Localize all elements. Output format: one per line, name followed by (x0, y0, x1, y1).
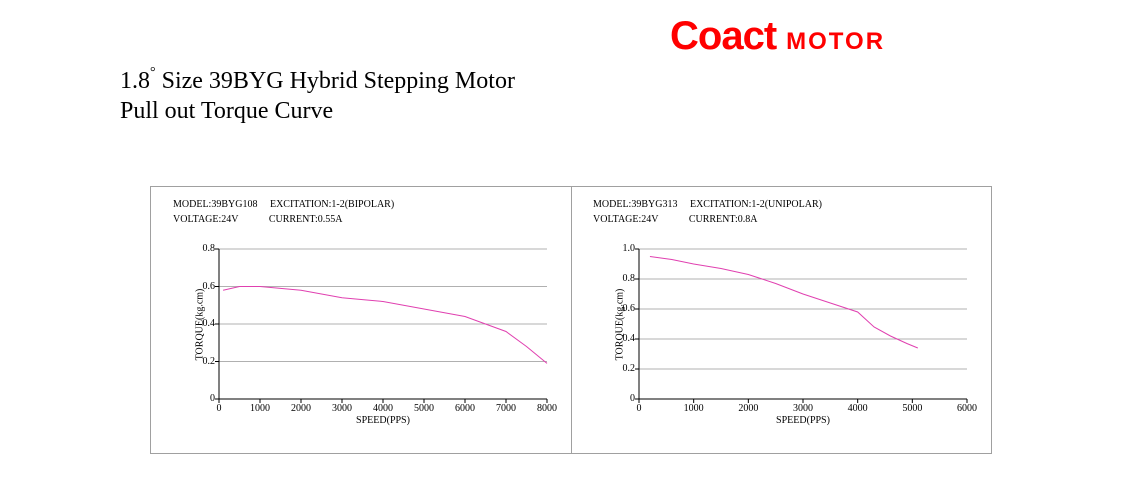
x-tick-label: 6000 (957, 403, 977, 414)
title-line1-rest: Size 39BYG Hybrid Stepping Motor (156, 68, 515, 94)
meta-excitation-label: EXCITATION: (690, 199, 751, 210)
meta-model-label: MODEL: (173, 199, 211, 210)
meta-voltage-value: 24V (641, 214, 658, 225)
title-degree-value: 1.8 (120, 68, 150, 94)
page-title: 1.8° Size 39BYG Hybrid Stepping Motor Pu… (120, 66, 515, 126)
charts-frame: MODEL:39BYG108 EXCITATION:1-2(BIPOLAR) V… (150, 186, 992, 454)
x-tick-label: 4000 (848, 403, 868, 414)
chart-panel-39byg313: MODEL:39BYG313 EXCITATION:1-2(UNIPOLAR) … (571, 187, 991, 453)
x-tick-label: 7000 (496, 403, 516, 414)
meta-current-value: 0.8A (738, 214, 758, 225)
meta-voltage-label: VOLTAGE: (593, 214, 641, 225)
meta-voltage-value: 24V (221, 214, 238, 225)
meta-voltage-label: VOLTAGE: (173, 214, 221, 225)
brand-sub-text: MOTOR (786, 28, 885, 55)
meta-excitation-value: 1-2(UNIPOLAR) (751, 199, 822, 210)
chart-meta-left: MODEL:39BYG108 EXCITATION:1-2(BIPOLAR) V… (173, 197, 394, 227)
brand-logo: Coact MOTOR (670, 14, 885, 59)
meta-model-value: 39BYG313 (631, 199, 677, 210)
x-tick-label: 2000 (738, 403, 758, 414)
x-tick-label: 5000 (414, 403, 434, 414)
torque-curve-plot-right (639, 249, 967, 399)
x-tick-label: 1000 (684, 403, 704, 414)
y-tick-label: 0 (193, 393, 215, 404)
x-tick-label: 1000 (250, 403, 270, 414)
y-tick-label: 0.8 (193, 243, 215, 254)
y-tick-label: 0.8 (613, 273, 635, 284)
x-axis-label-left: SPEED(PPS) (219, 415, 547, 426)
title-line2: Pull out Torque Curve (120, 98, 333, 124)
meta-excitation-label: EXCITATION: (270, 199, 331, 210)
x-tick-label: 0 (637, 403, 642, 414)
brand-main-text: Coact (670, 14, 776, 58)
meta-current-label: CURRENT: (269, 214, 318, 225)
y-axis-label-right: TORQUE(kg.cm) (613, 249, 627, 399)
torque-curve-plot-left (219, 249, 547, 399)
meta-model-value: 39BYG108 (211, 199, 257, 210)
x-tick-label: 3000 (793, 403, 813, 414)
x-tick-label: 2000 (291, 403, 311, 414)
x-tick-label: 6000 (455, 403, 475, 414)
x-axis-label-right: SPEED(PPS) (639, 415, 967, 426)
x-tick-label: 4000 (373, 403, 393, 414)
y-tick-label: 0.6 (613, 303, 635, 314)
y-tick-label: 0.6 (193, 281, 215, 292)
y-tick-label: 1.0 (613, 243, 635, 254)
x-tick-label: 8000 (537, 403, 557, 414)
meta-excitation-value: 1-2(BIPOLAR) (331, 199, 394, 210)
y-tick-label: 0 (613, 393, 635, 404)
meta-current-label: CURRENT: (689, 214, 738, 225)
y-tick-label: 0.2 (613, 363, 635, 374)
x-tick-label: 0 (217, 403, 222, 414)
meta-model-label: MODEL: (593, 199, 631, 210)
chart-meta-right: MODEL:39BYG313 EXCITATION:1-2(UNIPOLAR) … (593, 197, 822, 227)
chart-panel-39byg108: MODEL:39BYG108 EXCITATION:1-2(BIPOLAR) V… (151, 187, 572, 453)
x-tick-label: 3000 (332, 403, 352, 414)
x-tick-label: 5000 (902, 403, 922, 414)
y-tick-label: 0.2 (193, 356, 215, 367)
meta-current-value: 0.55A (318, 214, 343, 225)
degree-symbol: ° (150, 65, 156, 80)
y-tick-label: 0.4 (193, 318, 215, 329)
y-tick-label: 0.4 (613, 333, 635, 344)
